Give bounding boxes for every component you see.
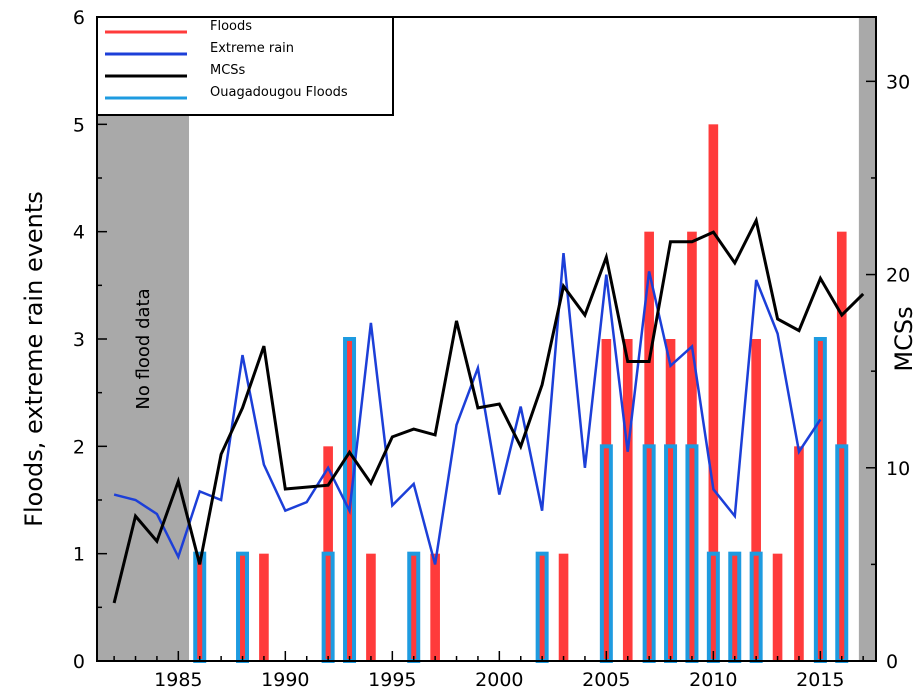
shaded-region-0 — [97, 17, 190, 661]
legend-entry: Ouagadougou Floods — [210, 85, 348, 100]
flood-bar-1997 — [430, 553, 440, 661]
y-tick-label: 5 — [73, 114, 85, 136]
y-tick-label: 4 — [73, 222, 85, 244]
flood-bar-2002 — [537, 553, 547, 661]
legend: Floods Extreme rain MCSs Ouagadougou Floods — [96, 16, 394, 116]
y-tick-label: 6 — [73, 7, 85, 29]
y-axis-right: 0 10 20 30 — [866, 71, 910, 673]
y2-tick-label: 0 — [886, 651, 898, 673]
x-axis: 1985 1990 1995 2000 2005 2010 2015 — [113, 651, 864, 691]
ouagadougou-floods-bars — [193, 337, 849, 664]
x-tick-label: 2000 — [475, 669, 523, 691]
shaded-regions — [97, 17, 876, 661]
flood-bar-1994 — [366, 553, 376, 661]
x-tick-label: 1990 — [261, 669, 309, 691]
x-tick-label: 2010 — [689, 669, 737, 691]
flood-bar-2013 — [772, 553, 783, 661]
flood-bar-2003 — [558, 553, 569, 661]
flood-bar-2010 — [708, 124, 719, 662]
no-flood-data-label: No flood data — [133, 288, 154, 409]
flood-bar-2008 — [665, 339, 676, 661]
legend-entry: MCSs — [210, 63, 246, 78]
x-tick-label: 1995 — [368, 669, 416, 691]
x-tick-label: 2015 — [796, 669, 844, 691]
flood-bar-2012 — [751, 339, 761, 661]
y-tick-label: 0 — [73, 651, 85, 673]
y-axis-left: 0 1 2 3 4 5 6 — [73, 7, 107, 673]
flood-bar-2015 — [815, 339, 826, 661]
flood-bar-2014 — [794, 446, 804, 661]
x-tick-label: 2005 — [582, 669, 630, 691]
flood-bar-2011 — [729, 553, 740, 661]
floods-bars — [194, 124, 847, 662]
legend-entry: Floods — [210, 19, 252, 34]
flood-bar-1988 — [237, 553, 248, 661]
flood-bar-1996 — [408, 553, 419, 661]
y2-tick-label: 20 — [886, 265, 910, 287]
y2-axis-title: MCSs — [890, 306, 918, 371]
y-tick-label: 1 — [73, 544, 85, 566]
y-axis-title: Floods, extreme rain events — [20, 191, 48, 527]
x-tick-label: 1985 — [154, 669, 202, 691]
y-tick-label: 2 — [73, 436, 85, 458]
y2-tick-label: 30 — [886, 71, 910, 93]
y-tick-label: 3 — [73, 329, 85, 351]
flood-bar-1986 — [194, 553, 205, 661]
flood-bar-1989 — [259, 553, 269, 661]
y2-tick-label: 10 — [886, 458, 910, 480]
mcs-line — [112, 216, 865, 604]
legend-entry: Extreme rain — [210, 41, 294, 56]
flood-bar-2005 — [601, 339, 612, 661]
flood-bar-2006 — [622, 339, 633, 661]
